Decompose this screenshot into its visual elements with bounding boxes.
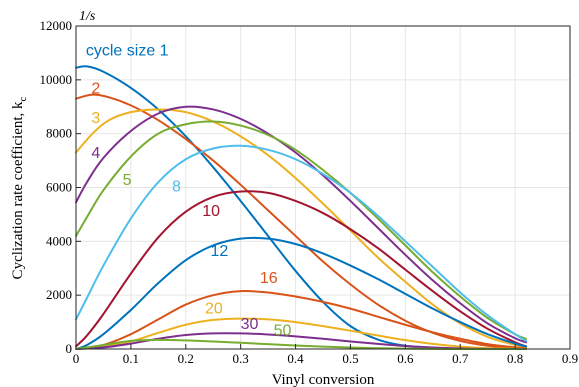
ticks bbox=[75, 25, 571, 350]
series-line-2 bbox=[75, 93, 528, 350]
y-tick-label: 4000 bbox=[46, 233, 72, 248]
y-tick-label: 6000 bbox=[46, 180, 72, 195]
y-axis-title-main: Cyclization rate coefficient, k bbox=[10, 101, 26, 279]
x-tick-label: 0.9 bbox=[562, 351, 578, 366]
series-line-4 bbox=[75, 105, 528, 344]
series-line-8 bbox=[75, 144, 528, 342]
series-line-16 bbox=[75, 290, 528, 350]
x-tick-label: 0.3 bbox=[233, 351, 249, 366]
series-line-20 bbox=[75, 317, 528, 350]
x-tick-label: 0.8 bbox=[507, 351, 523, 366]
series-label-30: 30 bbox=[241, 316, 259, 333]
y-tick-label: 10000 bbox=[40, 72, 73, 87]
x-tick-label: 0.5 bbox=[342, 351, 358, 366]
series-line-12 bbox=[75, 236, 528, 350]
series-label-12: 12 bbox=[210, 243, 228, 260]
x-tick-label: 0 bbox=[73, 351, 80, 366]
series-label-3: 3 bbox=[91, 110, 100, 127]
x-tick-label: 0.2 bbox=[178, 351, 194, 366]
y-tick-label: 12000 bbox=[40, 18, 73, 33]
x-tick-label: 0.7 bbox=[452, 351, 469, 366]
series-labels: cycle size 1 2 3 4 5 8 10 12 16 20 30 50 bbox=[86, 43, 292, 340]
y-axis-title: Cyclization rate coefficient, kc bbox=[10, 96, 29, 279]
x-tick-label: 0.6 bbox=[397, 351, 414, 366]
series-line-3 bbox=[75, 108, 528, 348]
series-label-10: 10 bbox=[202, 203, 220, 220]
y-tick-label: 0 bbox=[66, 341, 73, 356]
series-label-16: 16 bbox=[260, 270, 278, 287]
y-axis-title-subscript: c bbox=[17, 96, 29, 101]
tick-labels: 0 0.1 0.2 0.3 0.4 0.5 0.6 0.7 0.8 0.9 0 2000 4000 600… bbox=[40, 18, 579, 366]
y-unit-label: 1/s bbox=[79, 9, 96, 24]
series-line-10 bbox=[75, 190, 528, 348]
x-axis-title: Vinyl conversion bbox=[272, 372, 375, 387]
series-label-8: 8 bbox=[172, 179, 181, 196]
y-tick-label: 2000 bbox=[46, 287, 72, 302]
x-tick-label: 0.4 bbox=[287, 351, 304, 366]
series-label-5: 5 bbox=[123, 172, 132, 189]
series-label-2: 2 bbox=[91, 80, 100, 97]
series-label-50: 50 bbox=[274, 323, 292, 340]
series-line-5 bbox=[75, 120, 528, 340]
x-tick-label: 0.1 bbox=[123, 351, 139, 366]
series-layer bbox=[75, 65, 528, 351]
series-label-20: 20 bbox=[205, 300, 223, 317]
y-tick-label: 8000 bbox=[46, 126, 72, 141]
series-label-cycle-size-1: cycle size 1 bbox=[86, 43, 169, 60]
series-label-4: 4 bbox=[91, 145, 100, 162]
